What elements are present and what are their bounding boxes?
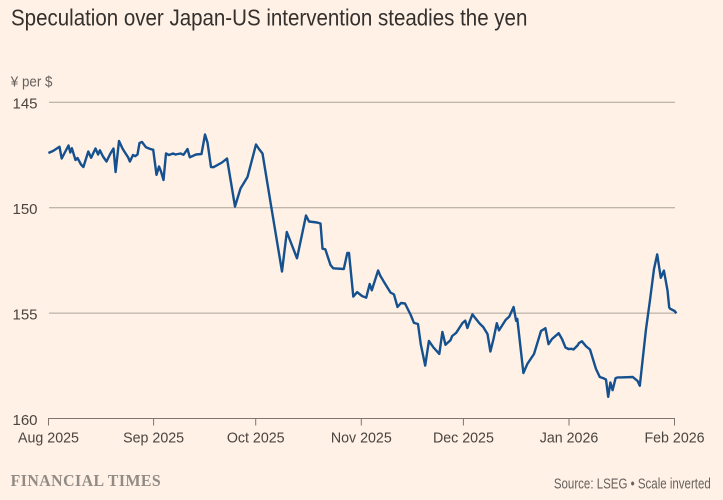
svg-text:Aug 2025: Aug 2025 bbox=[18, 430, 79, 446]
svg-text:Nov 2025: Nov 2025 bbox=[331, 430, 392, 446]
svg-text:160: 160 bbox=[13, 412, 38, 429]
svg-text:Sep 2025: Sep 2025 bbox=[123, 430, 184, 446]
svg-text:Oct 2025: Oct 2025 bbox=[227, 430, 285, 446]
svg-text:Jan 2026: Jan 2026 bbox=[540, 430, 599, 446]
svg-text:Feb 2026: Feb 2026 bbox=[644, 430, 704, 446]
svg-text:150: 150 bbox=[13, 201, 38, 218]
svg-text:Dec 2025: Dec 2025 bbox=[433, 430, 494, 446]
svg-text:Source: LSEG • Scale inverted: Source: LSEG • Scale inverted bbox=[554, 475, 711, 492]
svg-text:FINANCIAL TIMES: FINANCIAL TIMES bbox=[11, 470, 162, 490]
svg-text:145: 145 bbox=[13, 96, 38, 113]
svg-text:Speculation over Japan-US inte: Speculation over Japan-US intervention s… bbox=[11, 4, 527, 30]
svg-text:155: 155 bbox=[13, 307, 38, 324]
svg-text:¥ per $: ¥ per $ bbox=[10, 74, 53, 91]
